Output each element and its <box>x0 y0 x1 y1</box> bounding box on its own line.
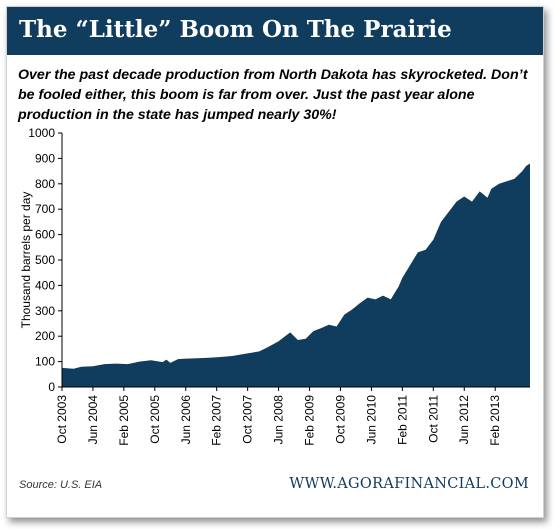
y-tick-label: 600 <box>35 228 55 242</box>
y-axis-title: Thousand barrels per day <box>19 192 33 329</box>
y-tick-label: 300 <box>35 304 55 318</box>
x-tick-label: Oct 2009 <box>333 395 347 444</box>
source-note: Source: U.S. EIA <box>19 479 103 491</box>
y-tick-label: 0 <box>48 380 55 394</box>
x-tick-label: Oct 2003 <box>55 395 69 444</box>
y-tick-label: 1000 <box>28 126 55 140</box>
y-tick-label: 100 <box>35 355 55 369</box>
x-tick-label: Feb 2009 <box>303 395 317 446</box>
chart-subtitle: Over the past decade production from Nor… <box>18 67 528 123</box>
y-tick-label: 200 <box>35 329 55 343</box>
x-tick-label: Oct 2011 <box>426 395 440 443</box>
x-tick-label: Oct 2005 <box>148 395 162 444</box>
y-tick-label: 800 <box>35 177 55 191</box>
x-tick-label: Feb 2005 <box>117 395 131 446</box>
production-area <box>62 163 530 387</box>
y-tick-label: 500 <box>35 253 55 267</box>
website-credit: WWW.AGORAFINANCIAL.COM <box>289 476 529 492</box>
x-tick-label: Jun 2004 <box>86 395 100 445</box>
x-tick-label: Jun 2008 <box>272 395 286 445</box>
y-tick-label: 700 <box>35 202 55 216</box>
x-tick-label: Feb 2013 <box>488 395 502 446</box>
x-tick-label: Feb 2007 <box>210 395 224 446</box>
chart-title: The “Little” Boom On The Prairie <box>19 16 452 43</box>
x-tick-label: Oct 2007 <box>241 395 255 444</box>
x-tick-label: Jun 2006 <box>179 395 193 445</box>
x-tick-label: Jun 2010 <box>364 395 378 445</box>
y-tick-label: 400 <box>35 278 55 292</box>
x-tick-label: Feb 2011 <box>395 395 409 445</box>
title-banner: The “Little” Boom On The Prairie <box>7 7 543 55</box>
x-tick-label: Jun 2012 <box>457 395 471 445</box>
y-tick-label: 900 <box>35 151 55 165</box>
